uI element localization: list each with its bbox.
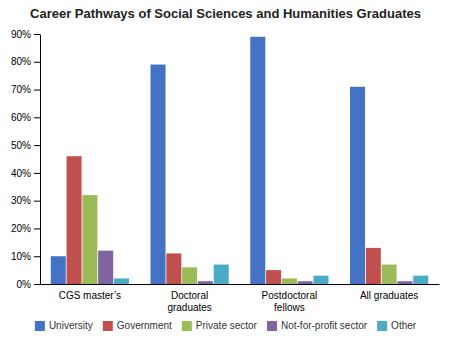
- legend-swatch: [103, 321, 113, 331]
- y-tick-label: 0%: [17, 279, 32, 290]
- legend-swatch: [267, 321, 277, 331]
- legend-label: University: [49, 320, 93, 331]
- bar: [114, 278, 129, 284]
- y-tick-mark: [34, 256, 40, 257]
- legend-item: Not-for-profit sector: [267, 320, 368, 331]
- series: [114, 265, 428, 284]
- x-tick-label: All graduates: [360, 290, 418, 301]
- legend-label: Other: [391, 320, 417, 331]
- y-tick-label: 90%: [11, 29, 31, 40]
- y-tick: 60%: [11, 112, 40, 123]
- y-tick-mark: [34, 117, 40, 118]
- x-tick-label-line: Doctoral: [171, 290, 208, 301]
- bar: [250, 37, 265, 284]
- y-tick: 0%: [17, 279, 40, 290]
- series: [67, 156, 381, 284]
- bar: [151, 65, 166, 284]
- y-tick-label: 10%: [11, 251, 31, 262]
- title: Career Pathways of Social Sciences and H…: [30, 6, 421, 21]
- y-tick-mark: [34, 173, 40, 174]
- y-tick: 90%: [11, 29, 40, 40]
- bar: [350, 87, 365, 284]
- y-tick: 80%: [11, 56, 40, 67]
- y-tick: 20%: [11, 223, 40, 234]
- y-tick-mark: [34, 201, 40, 202]
- bar: [282, 278, 297, 284]
- y-tick: 30%: [11, 195, 40, 206]
- x-tick: Postdoctoralfellows: [262, 290, 318, 313]
- bar: [214, 265, 229, 284]
- y-tick-label: 30%: [11, 195, 31, 206]
- x-axis-line: [41, 284, 440, 285]
- bar: [182, 267, 197, 284]
- bar: [67, 156, 82, 284]
- x-tick-label-line: All graduates: [360, 290, 418, 301]
- bar: [382, 265, 397, 284]
- legend-item: Other: [377, 320, 417, 331]
- legend-item: Government: [103, 320, 172, 331]
- y-tick: 10%: [11, 251, 40, 262]
- title-line: Career Pathways of Social Sciences and H…: [30, 6, 421, 21]
- series: [98, 251, 412, 284]
- legend-swatch: [377, 321, 387, 331]
- y-tick-label: 60%: [11, 112, 31, 123]
- y-tick-mark: [34, 34, 40, 35]
- bar: [98, 251, 113, 284]
- legend-item: Private sector: [182, 320, 258, 331]
- series: [51, 37, 365, 284]
- y-tick-label: 70%: [11, 84, 31, 95]
- bar: [397, 281, 412, 284]
- bar: [413, 276, 428, 284]
- y-tick-label: 40%: [11, 168, 31, 179]
- legend: University Government Private sector Not-fo…: [35, 320, 417, 331]
- y-axis: 0% 10% 20% 30% 40% 50% 60% 70% 80% 90%: [11, 29, 41, 290]
- bar: [313, 276, 328, 284]
- bars: [51, 37, 428, 284]
- y-axis-line: [40, 35, 41, 285]
- y-tick: 40%: [11, 168, 40, 179]
- x-tick: All graduates: [360, 290, 418, 301]
- y-tick-mark: [34, 90, 40, 91]
- y-tick-label: 50%: [11, 140, 31, 151]
- chart-container: Career Pathways of Social Sciences and H…: [0, 0, 451, 339]
- y-tick-mark: [34, 62, 40, 63]
- y-tick: 50%: [11, 140, 40, 151]
- legend-item: University: [35, 320, 93, 331]
- bar: [198, 281, 213, 284]
- x-tick-label: CGS master’s: [59, 290, 121, 301]
- plot: 0% 10% 20% 30% 40% 50% 60% 70% 80% 90% CGS master’…: [11, 29, 440, 313]
- x-tick-label-line: CGS master’s: [59, 290, 121, 301]
- bar: [166, 253, 181, 284]
- y-tick-label: 20%: [11, 223, 31, 234]
- legend-swatch: [35, 321, 45, 331]
- chart-svg: Career Pathways of Social Sciences and H…: [0, 0, 451, 339]
- x-axis: CGS master’s Doctoralgraduates Postdoctora…: [41, 285, 440, 313]
- legend-label: Private sector: [196, 320, 258, 331]
- x-tick-label-line: fellows: [274, 302, 305, 313]
- x-tick-label-line: Postdoctoral: [262, 290, 318, 301]
- y-tick-mark: [34, 145, 40, 146]
- x-tick: Doctoralgraduates: [167, 290, 211, 313]
- bar: [266, 270, 281, 284]
- legend-label: Government: [117, 320, 172, 331]
- bar: [366, 248, 381, 284]
- x-tick-label: Doctoralgraduates: [167, 290, 211, 313]
- bar: [82, 195, 97, 284]
- y-tick-mark: [34, 228, 40, 229]
- series: [82, 195, 396, 284]
- bar: [51, 256, 66, 284]
- y-tick: 70%: [11, 84, 40, 95]
- x-tick-label-line: graduates: [167, 302, 211, 313]
- x-tick-label: Postdoctoralfellows: [262, 290, 318, 313]
- x-tick: CGS master’s: [59, 290, 121, 301]
- bar: [298, 281, 313, 284]
- y-tick-label: 80%: [11, 56, 31, 67]
- legend-label: Not-for-profit sector: [281, 320, 368, 331]
- y-tick-mark: [34, 284, 40, 285]
- legend-swatch: [182, 321, 192, 331]
